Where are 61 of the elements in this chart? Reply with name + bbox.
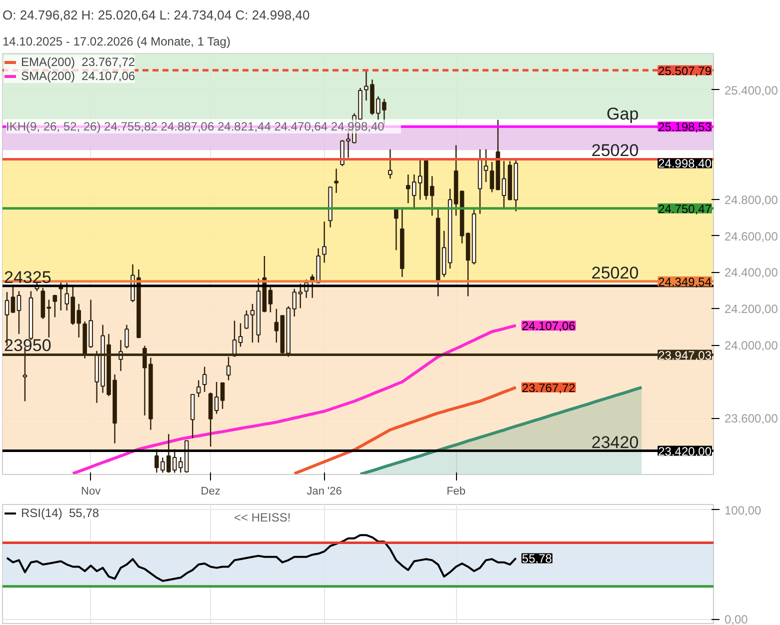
y-tick-label: 24.200,00 bbox=[724, 302, 778, 316]
candlestick bbox=[322, 220, 326, 264]
data-label: 24.107,06 bbox=[522, 319, 576, 334]
candlestick bbox=[10, 286, 16, 314]
chart-subtitle: 14.10.2025 - 17.02.2026 (4 Monate, 1 Tag) bbox=[2, 34, 230, 48]
y-tick-label: 24.400,00 bbox=[724, 266, 778, 280]
text: 24.998,40 bbox=[658, 156, 712, 171]
y-tick-label: 24.800,00 bbox=[724, 192, 778, 207]
x-tick-label: Nov bbox=[81, 486, 102, 498]
y-tick-label: 25.400,00 bbox=[724, 83, 778, 98]
candlestick bbox=[220, 382, 225, 410]
ref-line-label: 23.420,00 bbox=[658, 444, 712, 458]
data-label: 55,78 bbox=[522, 552, 552, 566]
annotation: 23950 bbox=[4, 336, 52, 356]
annotation: << HEISS! bbox=[234, 510, 291, 524]
candlestick bbox=[46, 299, 52, 338]
y-tick-label: 24.000,00 bbox=[724, 338, 778, 353]
annotation: 25020 bbox=[591, 263, 639, 282]
legend-label: SMA(200) 24.107,06 bbox=[21, 69, 136, 83]
candlestick bbox=[334, 168, 338, 194]
candlestick bbox=[52, 294, 58, 318]
ref-line-label: 24.750,47 bbox=[658, 202, 712, 216]
x-tick-label: Feb bbox=[446, 486, 466, 498]
candlestick bbox=[502, 160, 506, 209]
x-tick-label: Jan '26 bbox=[306, 486, 342, 498]
line-series bbox=[6, 534, 517, 582]
candlestick bbox=[244, 310, 249, 330]
candlestick bbox=[274, 308, 279, 344]
candlestick bbox=[214, 381, 219, 414]
candlestick bbox=[16, 290, 22, 335]
y-tick-label: 23.600,00 bbox=[724, 412, 778, 426]
candlestick bbox=[250, 303, 255, 344]
ref-line-label: 23.947,03 bbox=[658, 348, 712, 362]
y-tick-label: 0,00 bbox=[724, 612, 748, 625]
candlestick bbox=[238, 322, 243, 348]
data-label: 23.767,72 bbox=[522, 380, 576, 395]
annotation: Gap bbox=[606, 104, 639, 124]
y-tick-label: 24.600,00 bbox=[724, 229, 778, 244]
annotation: IKH(9, 26, 52, 26) 24.755,82 24.887,06 24.821,44 24.470,64 24.998,40 bbox=[6, 120, 385, 134]
ref-line-label: 25.507,79 bbox=[658, 64, 712, 78]
chart-title: O: 24.796,82 H: 25.020,64 L: 24.734,04 C: 24.998,40 bbox=[2, 8, 310, 22]
annotation: 24325 bbox=[4, 268, 52, 287]
annotation: 25020 bbox=[591, 141, 639, 160]
legend-label: EMA(200) 23.767,72 bbox=[21, 55, 136, 69]
candlestick bbox=[124, 324, 129, 349]
candlestick bbox=[202, 366, 207, 393]
candlestick bbox=[268, 286, 273, 313]
annotation: 23420 bbox=[591, 432, 639, 452]
candlestick bbox=[226, 356, 231, 381]
legend-label: RSI(14) 55,78 bbox=[21, 506, 100, 520]
candlestick bbox=[388, 148, 392, 180]
y-tick-label: 100,00 bbox=[724, 503, 762, 518]
candlestick bbox=[196, 380, 201, 398]
line-series bbox=[71, 324, 518, 474]
line-series bbox=[292, 386, 518, 474]
candlestick bbox=[490, 161, 494, 193]
candlestick bbox=[484, 148, 488, 183]
ref-line-label: 25.198,53 bbox=[658, 120, 712, 134]
ref-line-label: 24.349,54 bbox=[658, 274, 712, 289]
x-tick-label: Dez bbox=[200, 486, 220, 498]
candlestick bbox=[394, 206, 398, 251]
